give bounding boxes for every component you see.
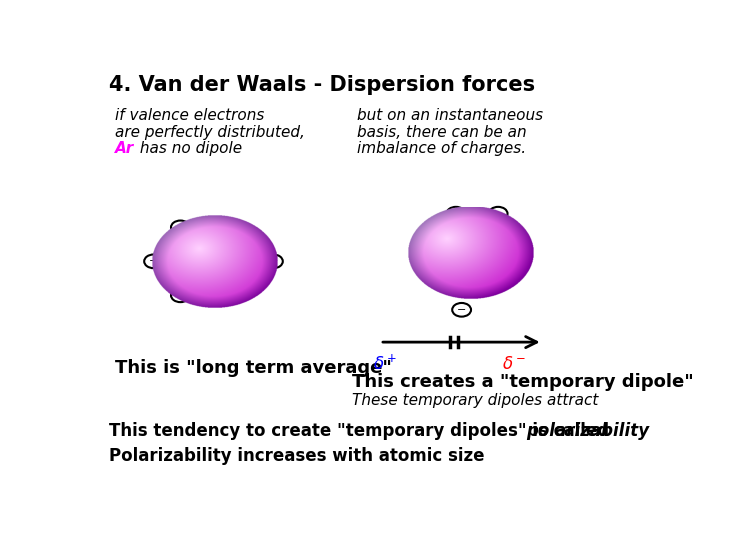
Text: This creates a "temporary dipole": This creates a "temporary dipole" xyxy=(352,373,693,391)
Text: −: − xyxy=(451,209,461,218)
Text: This tendency to create "temporary dipoles" is called: This tendency to create "temporary dipol… xyxy=(109,422,615,440)
Text: −: − xyxy=(457,305,467,315)
Text: −: − xyxy=(425,243,434,253)
Text: −: − xyxy=(222,291,230,300)
Text: 4. Van der Waals - Dispersion forces: 4. Van der Waals - Dispersion forces xyxy=(109,75,535,95)
Text: −: − xyxy=(486,278,496,287)
Text: Ar: Ar xyxy=(115,141,134,156)
Text: −: − xyxy=(269,256,278,266)
Text: $\delta^-$: $\delta^-$ xyxy=(502,355,526,372)
Text: −: − xyxy=(176,291,185,300)
Text: but on an instantaneous: but on an instantaneous xyxy=(357,108,543,123)
Text: basis, there can be an: basis, there can be an xyxy=(357,125,527,140)
Text: Ar: Ar xyxy=(453,239,478,259)
Text: −: − xyxy=(149,256,158,266)
Text: has no dipole: has no dipole xyxy=(135,141,242,156)
Text: are perfectly distributed,: are perfectly distributed, xyxy=(115,125,305,140)
Text: if valence electrons: if valence electrons xyxy=(115,108,264,123)
Text: −: − xyxy=(516,243,526,253)
Text: −: − xyxy=(222,222,230,232)
Text: Polarizability increases with atomic size: Polarizability increases with atomic siz… xyxy=(109,447,484,464)
Text: −: − xyxy=(493,209,503,218)
Text: imbalance of charges.: imbalance of charges. xyxy=(357,141,526,156)
Text: These temporary dipoles attract: These temporary dipoles attract xyxy=(352,393,598,408)
Text: −: − xyxy=(435,278,445,287)
Text: −: − xyxy=(176,222,185,232)
Text: This is "long term average": This is "long term average" xyxy=(115,359,392,377)
Text: Ar: Ar xyxy=(213,251,238,271)
Text: $\delta^+$: $\delta^+$ xyxy=(372,355,397,374)
Text: polarizability: polarizability xyxy=(527,422,650,440)
